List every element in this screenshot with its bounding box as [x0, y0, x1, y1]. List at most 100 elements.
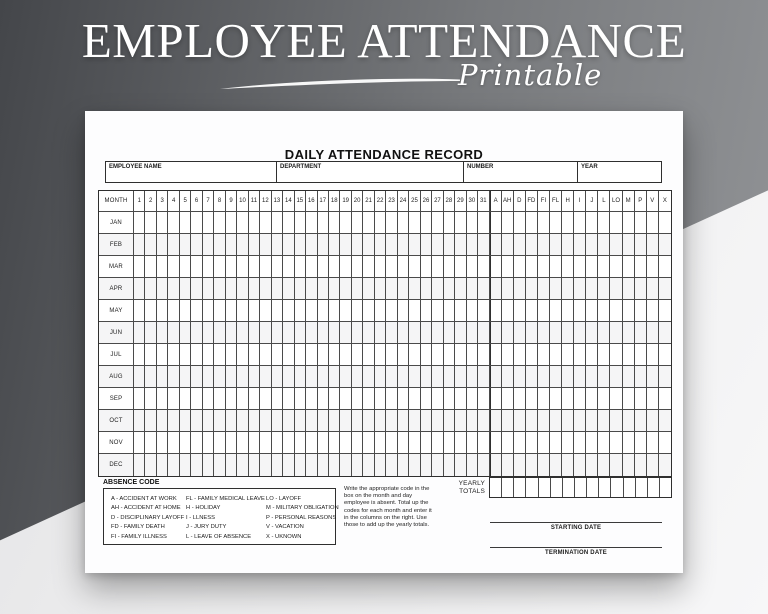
attendance-cell-jun-27[interactable] — [432, 322, 444, 343]
month-total-cell-dec-j[interactable] — [586, 454, 599, 476]
attendance-cell-sep-18[interactable] — [329, 388, 341, 409]
yearly-total-cell-d[interactable] — [514, 478, 527, 497]
attendance-cell-nov-2[interactable] — [145, 432, 157, 453]
month-total-cell-jul-fd[interactable] — [526, 344, 538, 365]
month-total-cell-jul-fl[interactable] — [550, 344, 563, 365]
month-total-cell-mar-fd[interactable] — [526, 256, 538, 277]
month-total-cell-jun-fd[interactable] — [526, 322, 538, 343]
month-total-cell-oct-fi[interactable] — [538, 410, 550, 431]
month-total-cell-jul-h[interactable] — [562, 344, 575, 365]
attendance-cell-sep-13[interactable] — [272, 388, 284, 409]
attendance-cell-jan-13[interactable] — [272, 212, 284, 233]
attendance-cell-jul-5[interactable] — [180, 344, 192, 365]
yearly-total-cell-i[interactable] — [575, 478, 588, 497]
attendance-cell-jun-14[interactable] — [283, 322, 295, 343]
attendance-cell-mar-10[interactable] — [237, 256, 249, 277]
yearly-total-cell-fi[interactable] — [539, 478, 551, 497]
attendance-cell-jul-31[interactable] — [478, 344, 490, 365]
month-total-cell-oct-a[interactable] — [489, 410, 502, 431]
month-total-cell-nov-ah[interactable] — [502, 432, 514, 453]
month-total-cell-feb-a[interactable] — [489, 234, 502, 255]
attendance-cell-may-1[interactable] — [134, 300, 146, 321]
attendance-cell-sep-20[interactable] — [352, 388, 364, 409]
month-total-cell-dec-l[interactable] — [598, 454, 611, 476]
attendance-cell-jul-28[interactable] — [444, 344, 456, 365]
attendance-cell-jan-25[interactable] — [409, 212, 421, 233]
attendance-cell-may-12[interactable] — [260, 300, 272, 321]
month-total-cell-aug-i[interactable] — [574, 366, 587, 387]
attendance-cell-feb-18[interactable] — [329, 234, 341, 255]
attendance-cell-may-8[interactable] — [214, 300, 226, 321]
month-total-cell-aug-fl[interactable] — [550, 366, 563, 387]
attendance-cell-jan-1[interactable] — [134, 212, 146, 233]
attendance-cell-dec-8[interactable] — [214, 454, 226, 476]
attendance-cell-nov-22[interactable] — [375, 432, 387, 453]
attendance-cell-sep-28[interactable] — [444, 388, 456, 409]
attendance-cell-mar-25[interactable] — [409, 256, 421, 277]
month-total-cell-jan-m[interactable] — [623, 212, 635, 233]
attendance-cell-feb-1[interactable] — [134, 234, 146, 255]
attendance-cell-sep-10[interactable] — [237, 388, 249, 409]
attendance-cell-aug-21[interactable] — [363, 366, 375, 387]
attendance-cell-sep-24[interactable] — [398, 388, 410, 409]
attendance-cell-feb-27[interactable] — [432, 234, 444, 255]
attendance-cell-mar-30[interactable] — [467, 256, 479, 277]
field-number[interactable]: NUMBER — [464, 162, 578, 182]
month-total-cell-mar-fl[interactable] — [550, 256, 563, 277]
attendance-cell-jan-2[interactable] — [145, 212, 157, 233]
attendance-cell-sep-22[interactable] — [375, 388, 387, 409]
attendance-cell-oct-16[interactable] — [306, 410, 318, 431]
attendance-cell-aug-3[interactable] — [157, 366, 169, 387]
month-total-cell-jul-i[interactable] — [574, 344, 587, 365]
attendance-cell-jun-4[interactable] — [168, 322, 180, 343]
attendance-cell-nov-20[interactable] — [352, 432, 364, 453]
month-total-cell-aug-lo[interactable] — [610, 366, 623, 387]
month-total-cell-mar-x[interactable] — [659, 256, 671, 277]
month-total-cell-jul-m[interactable] — [623, 344, 635, 365]
attendance-cell-dec-31[interactable] — [478, 454, 490, 476]
attendance-cell-feb-11[interactable] — [249, 234, 261, 255]
month-total-cell-dec-h[interactable] — [562, 454, 575, 476]
attendance-cell-dec-5[interactable] — [180, 454, 192, 476]
month-total-cell-apr-v[interactable] — [647, 278, 659, 299]
attendance-cell-jul-3[interactable] — [157, 344, 169, 365]
attendance-cell-oct-7[interactable] — [203, 410, 215, 431]
attendance-cell-feb-29[interactable] — [455, 234, 467, 255]
field-year[interactable]: YEAR — [578, 162, 661, 182]
month-total-cell-jan-h[interactable] — [562, 212, 575, 233]
attendance-cell-aug-11[interactable] — [249, 366, 261, 387]
attendance-cell-jan-22[interactable] — [375, 212, 387, 233]
month-total-cell-sep-h[interactable] — [562, 388, 575, 409]
attendance-cell-aug-7[interactable] — [203, 366, 215, 387]
attendance-cell-jun-29[interactable] — [455, 322, 467, 343]
month-total-cell-may-h[interactable] — [562, 300, 575, 321]
month-total-cell-dec-fl[interactable] — [550, 454, 563, 476]
attendance-cell-may-22[interactable] — [375, 300, 387, 321]
attendance-cell-oct-19[interactable] — [340, 410, 352, 431]
yearly-total-cell-ah[interactable] — [502, 478, 515, 497]
month-total-cell-apr-lo[interactable] — [610, 278, 623, 299]
attendance-cell-sep-14[interactable] — [283, 388, 295, 409]
attendance-cell-dec-27[interactable] — [432, 454, 444, 476]
attendance-cell-feb-9[interactable] — [226, 234, 238, 255]
attendance-cell-oct-26[interactable] — [421, 410, 433, 431]
attendance-cell-jun-11[interactable] — [249, 322, 261, 343]
attendance-cell-jul-22[interactable] — [375, 344, 387, 365]
attendance-cell-mar-31[interactable] — [478, 256, 490, 277]
attendance-cell-jun-24[interactable] — [398, 322, 410, 343]
attendance-cell-feb-16[interactable] — [306, 234, 318, 255]
month-total-cell-sep-fd[interactable] — [526, 388, 538, 409]
attendance-cell-feb-13[interactable] — [272, 234, 284, 255]
attendance-cell-may-31[interactable] — [478, 300, 490, 321]
month-total-cell-sep-p[interactable] — [635, 388, 647, 409]
attendance-cell-oct-8[interactable] — [214, 410, 226, 431]
attendance-cell-jan-17[interactable] — [318, 212, 329, 233]
attendance-cell-jul-4[interactable] — [168, 344, 180, 365]
attendance-cell-aug-27[interactable] — [432, 366, 444, 387]
attendance-cell-oct-29[interactable] — [455, 410, 467, 431]
attendance-cell-dec-13[interactable] — [272, 454, 284, 476]
attendance-cell-sep-1[interactable] — [134, 388, 146, 409]
month-total-cell-may-fd[interactable] — [526, 300, 538, 321]
month-total-cell-feb-v[interactable] — [647, 234, 659, 255]
month-total-cell-jan-ah[interactable] — [502, 212, 514, 233]
